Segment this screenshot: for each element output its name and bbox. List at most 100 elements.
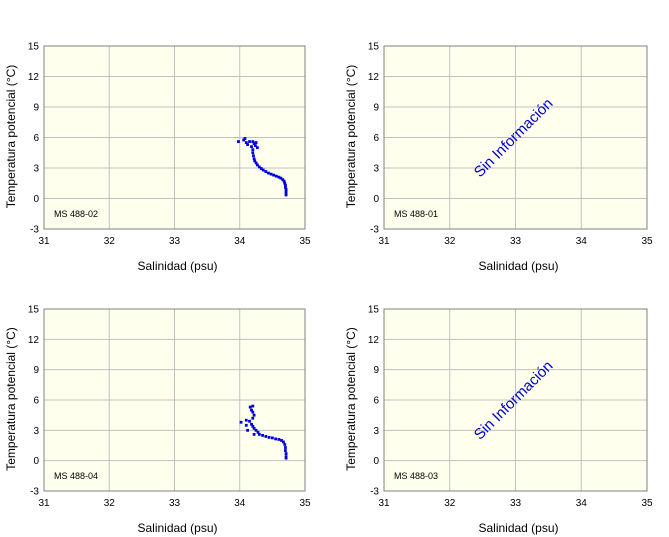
chart-1-data-point — [269, 172, 273, 176]
chart-3-data-point — [256, 430, 260, 434]
chart-3-x-axis-title: Salinidad (psu) — [137, 521, 217, 535]
chart-1-data-point — [284, 193, 288, 197]
chart-1-data-point — [252, 154, 255, 158]
chart-1-x-tick-label: 35 — [299, 236, 311, 247]
chart-3-data-point — [284, 449, 287, 452]
chart-1-y-tick-label: -3 — [30, 225, 39, 236]
chart-4-y-tick-label: 9 — [373, 365, 379, 376]
chart-1-plot-frame — [43, 45, 306, 230]
chart-1-data-point — [267, 171, 270, 175]
chart-1-data-point — [261, 168, 265, 172]
chart-1-data-point — [251, 140, 255, 143]
chart-3-y-tick-label: 9 — [33, 365, 39, 376]
chart-4-plot-frame — [383, 308, 648, 492]
chart-4-x-tick-label: 34 — [576, 498, 588, 509]
chart-2-plot-frame — [383, 45, 648, 230]
chart-1-y-axis-title: Temperatura potencial (°C) — [4, 65, 18, 209]
chart-3-data-point — [248, 405, 252, 409]
chart-3-data-point — [244, 423, 248, 427]
chart-3-data-point — [251, 424, 255, 428]
chart-4-y-tick-label: 0 — [373, 456, 379, 467]
chart-3-data-point — [270, 436, 274, 440]
chart-3-station-label: MS 488-04 — [54, 471, 98, 481]
chart-2-y-tick-label: -3 — [370, 225, 379, 236]
chart-3-data-point — [284, 446, 287, 449]
chart-3-plot-frame — [43, 308, 306, 492]
chart-3-data-point — [244, 418, 248, 422]
chart-1-data-point — [252, 142, 256, 145]
chart-3-y-tick-label: 3 — [33, 426, 39, 437]
chart-3-data-point — [274, 437, 278, 441]
chart-1-data-point — [272, 173, 276, 177]
chart-3-data-point — [251, 410, 255, 414]
chart-1-data-point — [281, 178, 285, 182]
chart-3-data-point — [250, 408, 253, 412]
chart-3-data-point — [267, 436, 271, 439]
chart-1-y-tick-label: 12 — [28, 72, 40, 83]
chart-1-data-point — [248, 140, 251, 143]
chart-1-data-point — [274, 174, 278, 178]
chart-1-x-tick-label: 34 — [234, 236, 246, 247]
chart-4-y-axis-title: Temperatura potencial (°C) — [344, 327, 358, 471]
chart-1-data-point — [255, 146, 259, 150]
chart-1-x-axis-title: Salinidad (psu) — [137, 259, 217, 273]
chart-2-x-tick-label: 35 — [641, 236, 653, 247]
chart-4-y-tick-label: 6 — [373, 396, 379, 407]
chart-3-x-tick-label: 32 — [104, 498, 116, 509]
chart-3-y-axis-title: Temperatura potencial (°C) — [4, 327, 18, 471]
chart-1-data-point — [252, 157, 256, 161]
chart-3-y-tick-label: -3 — [30, 487, 39, 498]
chart-1-data-point — [284, 192, 288, 195]
chart-4-x-tick-label: 33 — [510, 498, 522, 509]
chart-3-x-tick-label: 33 — [169, 498, 181, 509]
chart-2-x-tick-label: 32 — [444, 236, 456, 247]
chart-3-data-point — [261, 433, 264, 437]
chart-3-data-point — [283, 443, 287, 446]
chart-2-y-axis-title: Temperatura potencial (°C) — [344, 65, 358, 209]
chart-3-data-point — [239, 420, 243, 424]
chart-2-y-tick-label: 6 — [373, 133, 379, 144]
chart-1-data-point — [243, 137, 247, 140]
chart-1-y-tick-label: 0 — [33, 194, 39, 205]
chart-1-data-point — [282, 179, 286, 183]
chart-3-data-point — [284, 456, 288, 460]
chart-1-data-point — [257, 165, 261, 169]
chart-3-data-point — [284, 452, 288, 455]
chart-1-data-point — [244, 141, 248, 144]
chart-1-data-point — [284, 183, 287, 187]
chart-1-data-point — [255, 163, 259, 167]
chart-1-data-point — [284, 187, 288, 191]
chart-4-y-tick-label: -3 — [370, 487, 379, 498]
chart-3-x-tick-label: 31 — [38, 498, 50, 509]
chart-4-x-axis-title: Salinidad (psu) — [478, 521, 558, 535]
chart-4-x-tick-label: 32 — [444, 498, 456, 509]
chart-4-x-tick-label: 35 — [641, 498, 653, 509]
chart-4-station-label: MS 488-03 — [394, 471, 438, 481]
chart-2-x-tick-label: 31 — [378, 236, 390, 247]
chart-1-y-tick-label: 15 — [28, 42, 40, 53]
chart-3-y-tick-label: 0 — [33, 456, 39, 467]
chart-1-data-point — [250, 145, 253, 149]
chart-1-data-point — [259, 167, 263, 170]
chart-3-data-point — [257, 432, 261, 436]
chart-4-y-tick-label: 12 — [368, 335, 380, 346]
chart-4-x-tick-label: 31 — [378, 498, 390, 509]
chart-1-y-tick-label: 3 — [33, 164, 39, 175]
chart-1-x-tick-label: 32 — [104, 236, 116, 247]
chart-1-data-point — [264, 170, 268, 173]
chart-2-x-axis-title: Salinidad (psu) — [478, 259, 558, 273]
chart-2-y-tick-label: 0 — [373, 194, 379, 205]
chart-3-y-tick-label: 12 — [28, 335, 40, 346]
chart-1-data-point — [251, 148, 255, 152]
chart-3-data-point — [252, 432, 256, 436]
chart-4-y-tick-label: 3 — [373, 426, 379, 437]
chart-3-data-point — [252, 413, 256, 417]
chart-1-y-tick-label: 9 — [33, 103, 39, 114]
chart-1-x-tick-label: 31 — [38, 236, 50, 247]
chart-3-x-tick-label: 34 — [234, 498, 246, 509]
chart-1-data-point — [253, 159, 257, 163]
chart-2-y-tick-label: 12 — [368, 72, 380, 83]
chart-1-data-point — [254, 144, 257, 148]
chart-1-y-tick-label: 6 — [33, 133, 39, 144]
